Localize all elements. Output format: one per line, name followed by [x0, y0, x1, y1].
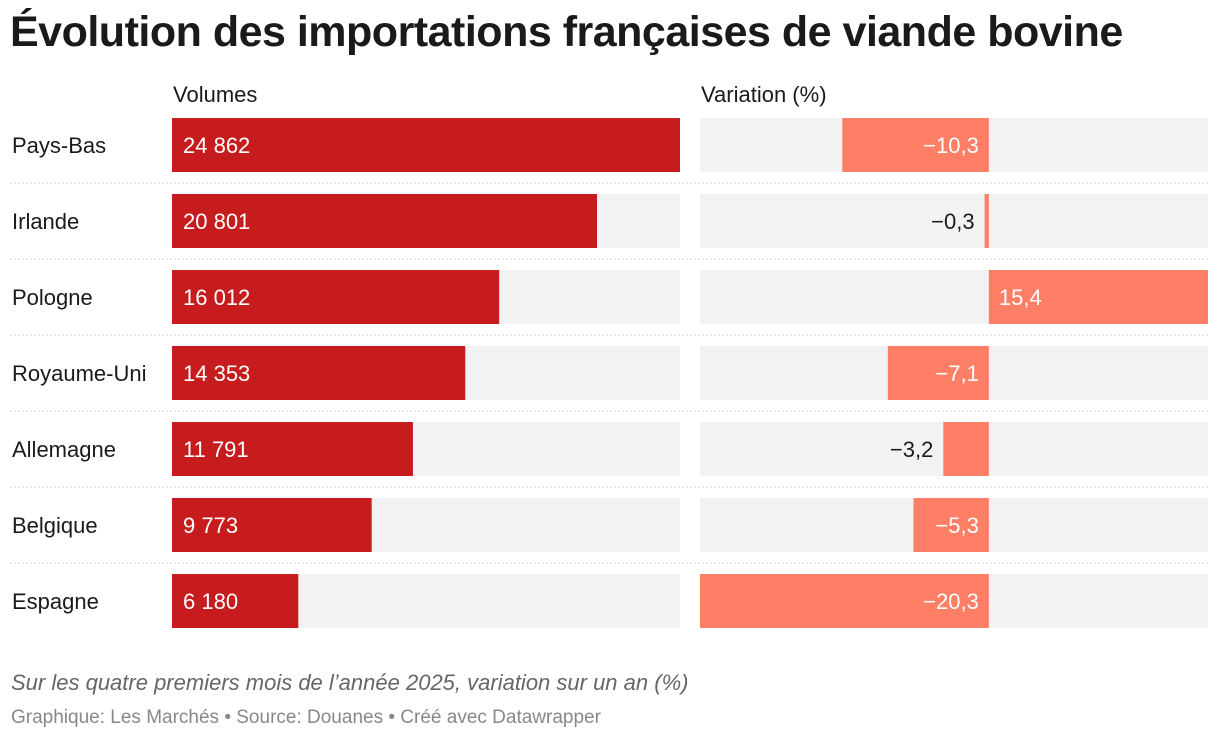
volume-value-label: 9 773 — [183, 513, 238, 538]
variation-bar — [988, 270, 1208, 324]
bar-chart: Volumes Variation (%) Pays-Bas 24 862 −10,3 I… — [10, 82, 1208, 628]
volume-value-label: 11 791 — [183, 437, 249, 462]
variation-value-label: −5,3 — [935, 513, 978, 538]
category-label: Allemagne — [12, 437, 116, 462]
volume-value-label: 14 353 — [183, 361, 250, 386]
variation-bar-track — [700, 194, 1208, 248]
category-label: Pologne — [12, 285, 93, 310]
variation-value-label: 15,4 — [999, 285, 1042, 310]
chart-notes: Sur les quatre premiers mois de l’année … — [11, 670, 689, 695]
volumes-column-header: Volumes — [173, 82, 257, 107]
category-label: Pays-Bas — [12, 133, 106, 158]
variation-column-header: Variation (%) — [701, 82, 827, 107]
variation-bar — [700, 574, 989, 628]
volume-value-label: 24 862 — [183, 133, 250, 158]
volume-bar — [172, 498, 372, 552]
variation-value-label: −7,1 — [935, 361, 978, 386]
volume-bar — [172, 574, 299, 628]
category-label: Irlande — [12, 209, 79, 234]
variation-bar — [887, 346, 989, 400]
volume-bar — [172, 194, 598, 248]
variation-bar — [984, 194, 989, 248]
volume-value-label: 16 012 — [183, 285, 250, 310]
variation-value-label: −10,3 — [923, 133, 979, 158]
chart-credits: Graphique: Les Marchés • Source: Douanes… — [11, 707, 601, 728]
volume-bar — [172, 118, 680, 172]
chart-title: Évolution des importations françaises de… — [10, 8, 1123, 56]
category-label: Royaume-Uni — [12, 361, 147, 386]
variation-value-label: −0,3 — [931, 209, 974, 234]
variation-bar — [913, 498, 989, 552]
volume-value-label: 20 801 — [183, 209, 250, 234]
volume-bar — [172, 346, 466, 400]
volume-value-label: 6 180 — [183, 589, 238, 614]
variation-value-label: −20,3 — [923, 589, 979, 614]
variation-bar — [943, 422, 989, 476]
category-label: Espagne — [12, 589, 99, 614]
variation-bar — [842, 118, 989, 172]
volume-bar — [172, 270, 500, 324]
variation-value-label: −3,2 — [890, 437, 933, 462]
volume-bar — [172, 422, 413, 476]
category-label: Belgique — [12, 513, 98, 538]
